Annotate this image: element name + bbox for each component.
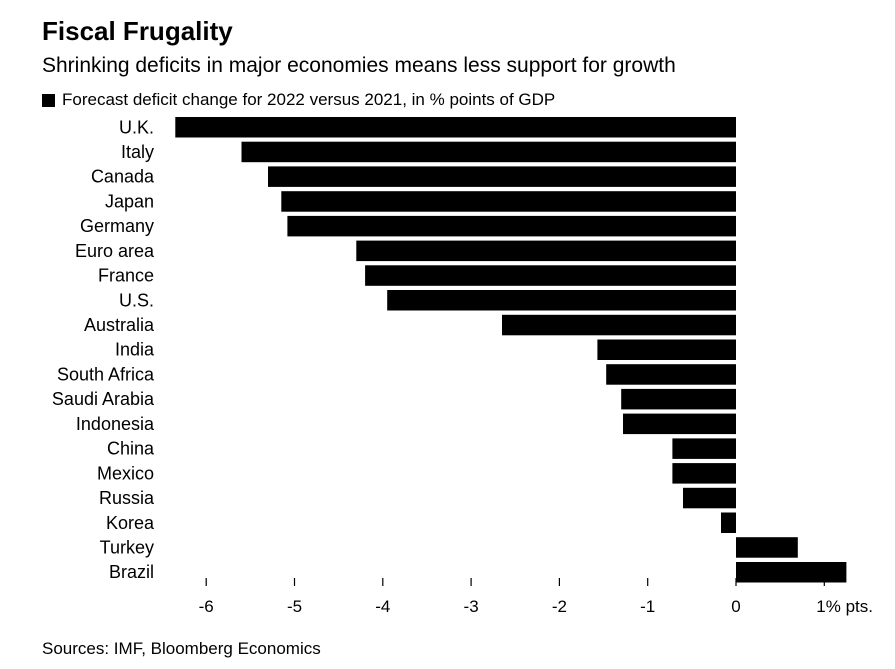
category-label: Turkey — [100, 538, 154, 558]
category-label: France — [98, 266, 154, 286]
category-label: South Africa — [57, 364, 155, 384]
legend-label: Forecast deficit change for 2022 versus … — [62, 90, 556, 109]
source-note: Sources: IMF, Bloomberg Economics — [42, 639, 321, 658]
x-tick-label: -1 — [640, 597, 655, 616]
bar-india — [597, 339, 736, 360]
x-tick-label: -3 — [464, 597, 479, 616]
bar-italy — [241, 141, 736, 163]
bar-germany — [287, 215, 736, 237]
bar-korea — [721, 512, 736, 533]
bar-u-k — [175, 117, 737, 138]
category-label: Korea — [106, 513, 155, 533]
bar-indonesia — [623, 413, 736, 435]
chart-title: Fiscal Frugality — [42, 16, 233, 46]
bar-china — [672, 438, 736, 459]
bar-russia — [683, 487, 736, 509]
category-label: U.K. — [119, 117, 154, 137]
x-tick-label: -4 — [375, 597, 390, 616]
category-label: Australia — [84, 315, 155, 335]
category-label: Italy — [121, 142, 154, 162]
x-tick-label: -2 — [552, 597, 567, 616]
x-tick-label: -5 — [287, 597, 302, 616]
bar-euro-area — [356, 240, 736, 262]
x-tick-label: -6 — [199, 597, 214, 616]
x-tick-label: 1% pts. — [816, 597, 873, 616]
chart-subtitle: Shrinking deficits in major economies me… — [42, 54, 676, 77]
x-tick-label: 0 — [731, 597, 740, 616]
legend-swatch — [42, 93, 55, 107]
category-label: Saudi Arabia — [52, 389, 155, 409]
bar-canada — [268, 166, 736, 187]
bar-mexico — [672, 463, 736, 484]
category-label: Canada — [91, 167, 155, 187]
category-label: Japan — [105, 191, 154, 211]
category-label: Germany — [80, 216, 154, 236]
category-label: Mexico — [97, 463, 154, 483]
category-label: U.S. — [119, 290, 154, 310]
category-label: Russia — [99, 488, 155, 508]
bar-france — [365, 265, 736, 286]
category-label: India — [115, 340, 155, 360]
category-label: China — [107, 439, 155, 459]
category-label: Indonesia — [76, 414, 155, 434]
category-label: Brazil — [109, 562, 154, 582]
bar-south-africa — [606, 364, 736, 385]
bar-australia — [502, 314, 736, 336]
bar-brazil — [736, 562, 847, 583]
bar-u-s — [387, 290, 736, 311]
bar-turkey — [736, 537, 798, 558]
bar-saudi-arabia — [621, 388, 736, 410]
category-label: Euro area — [75, 241, 155, 261]
bar-japan — [281, 191, 736, 212]
legend: Forecast deficit change for 2022 versus … — [42, 90, 555, 110]
